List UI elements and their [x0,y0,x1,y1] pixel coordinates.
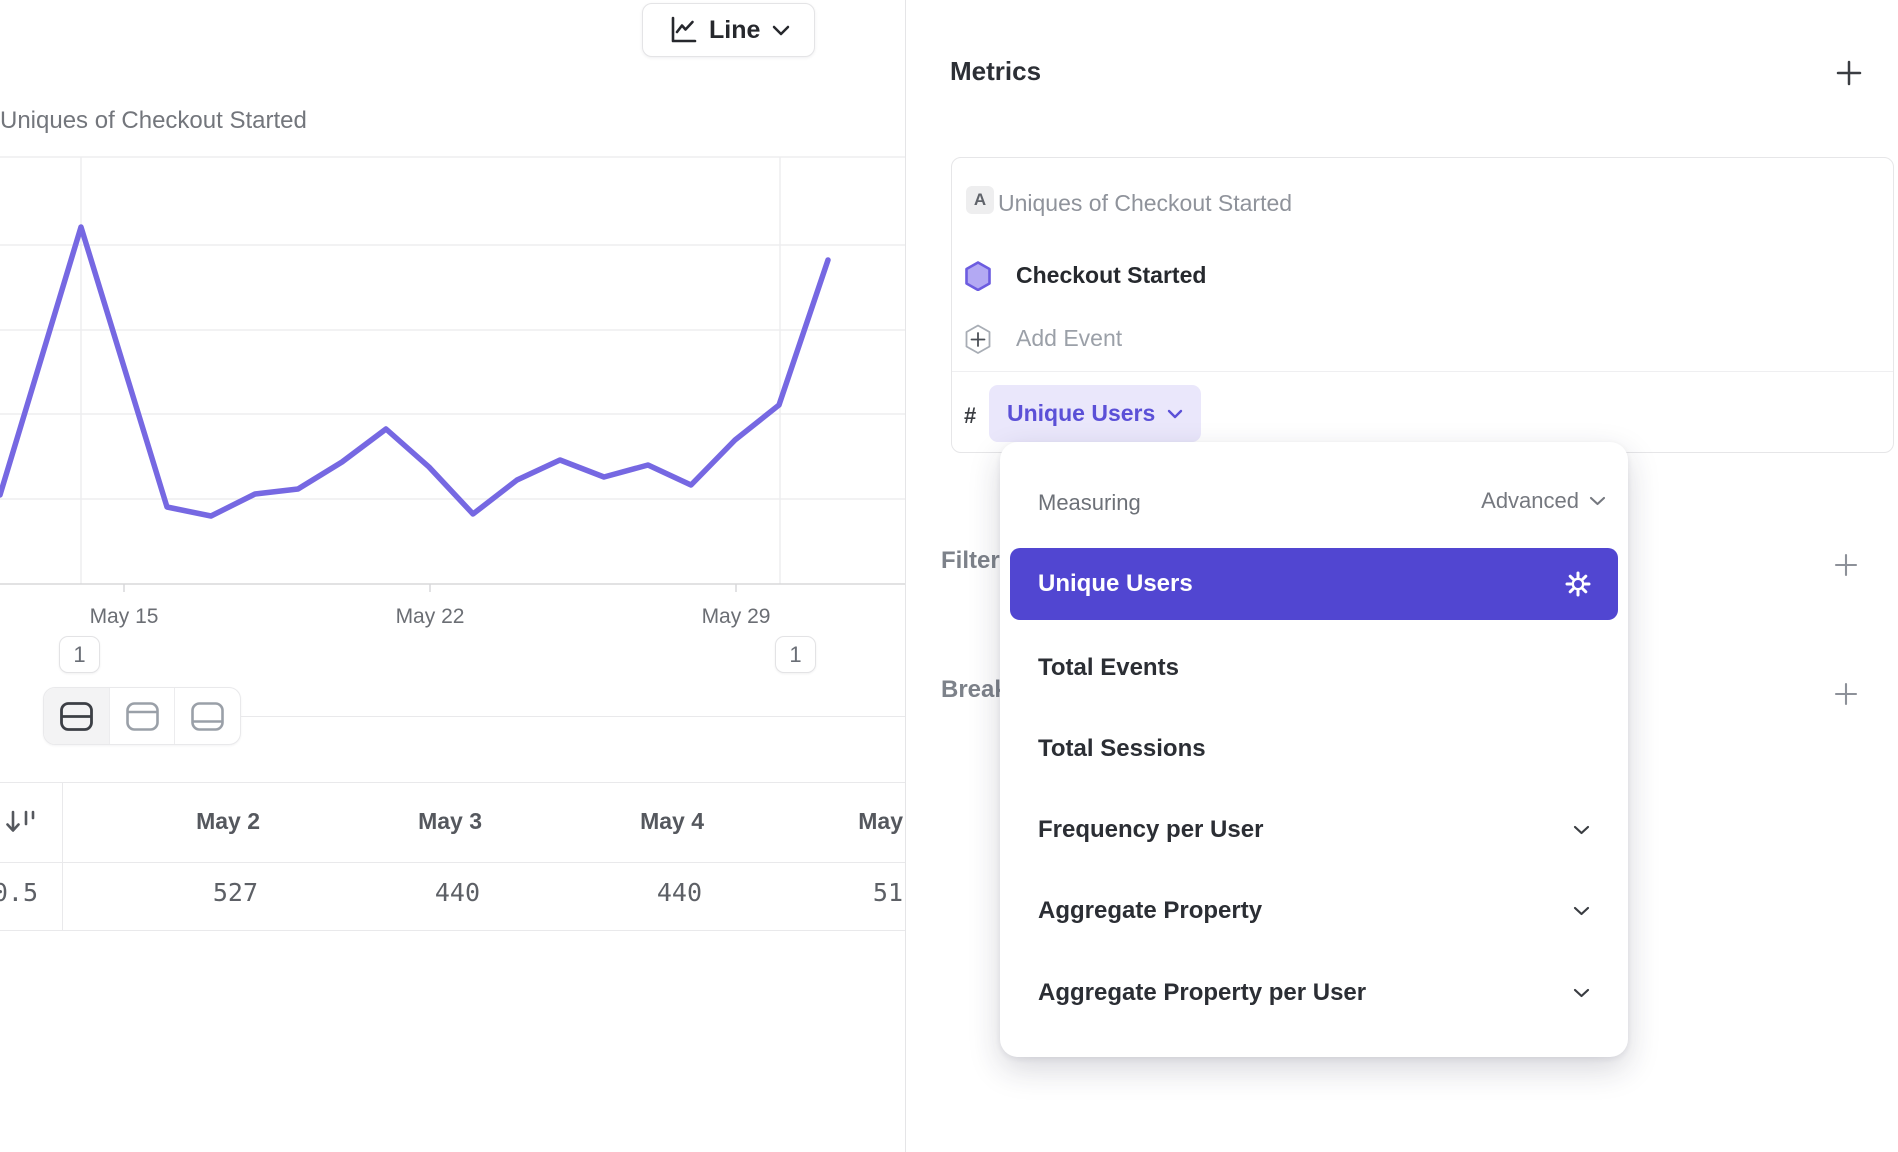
dropdown-item-label: Total Sessions [1038,735,1206,762]
dropdown-item-label: Unique Users [1038,570,1193,597]
table-frozen-cell: 0.5 [0,878,38,907]
table-header-cell[interactable]: May 2 [196,808,260,834]
metric-card-title: Uniques of Checkout Started [998,190,1293,216]
plus-icon [1834,553,1858,577]
plus-icon [1834,682,1858,706]
dropdown-item-frequency-per-user[interactable]: Frequency per User [1010,794,1618,866]
advanced-mode-button[interactable]: Advanced [1481,488,1606,514]
dropdown-item-aggregate-property-per-user[interactable]: Aggregate Property per User [1010,957,1618,1029]
x-tick-label: May 22 [396,605,465,628]
table-header-border [0,862,905,863]
line-chart-icon [667,15,697,45]
dropdown-item-label: Aggregate Property [1038,897,1263,924]
metric-letter-badge: A [966,186,994,214]
measure-chip-button[interactable]: Unique Users [989,385,1202,442]
dropdown-item-unique-users[interactable]: Unique Users [1010,548,1618,620]
dropdown-item-total-events[interactable]: Total Events [1010,632,1618,704]
measure-chip-label: Unique Users [1007,400,1156,426]
add-metric-button[interactable] [1834,58,1864,88]
dropdown-item-label: Frequency per User [1038,816,1264,843]
dropdown-item-aggregate-property[interactable]: Aggregate Property [1010,875,1618,947]
add-event-button[interactable]: Add Event [1016,325,1123,351]
table-column-separator [62,782,63,930]
x-tick-label: May 29 [702,605,771,628]
add-breakdown-button[interactable] [1832,680,1860,708]
table-cell: 527 [212,878,258,907]
table-cell: 440 [434,878,480,907]
add-filter-button[interactable] [1832,551,1860,579]
measuring-dropdown: Measuring Advanced Unique Users [1000,442,1628,1057]
chevron-down-icon [1573,906,1590,916]
line-chart: May 15 May 22 May 29 [0,156,906,628]
chart-type-label: Line [709,15,761,44]
layout-panel-bottom-button[interactable] [174,688,240,744]
event-hexagon-icon [963,260,993,291]
event-name[interactable]: Checkout Started [1016,262,1207,288]
plus-icon [1836,60,1862,86]
chart-type-selector[interactable]: Line [642,3,816,57]
panel-top-icon [124,700,161,733]
metrics-panel-title: Metrics [950,56,1042,86]
table-cell: 51 [872,878,903,907]
add-event-icon [963,323,993,354]
chevron-down-icon [1589,496,1606,506]
table-cell: 440 [656,878,702,907]
metric-card: A Uniques of Checkout Started Checkout S… [951,157,1894,453]
chevron-down-icon [1573,988,1590,998]
advanced-mode-label: Advanced [1481,488,1579,513]
layout-panel-top-button[interactable] [108,688,175,744]
sort-descending-icon[interactable] [2,804,38,840]
measure-prefix: # [964,403,977,428]
dropdown-item-total-sessions[interactable]: Total Sessions [1010,713,1618,785]
dropdown-item-label: Aggregate Property per User [1038,979,1367,1006]
table-header-cell[interactable]: May 4 [640,808,704,834]
section-divider [241,716,905,717]
series-line [0,224,831,519]
x-tick-label: May 15 [90,605,159,628]
dropdown-item-label: Total Events [1038,654,1179,681]
layout-toggle-group [43,687,241,745]
table-header-cell[interactable]: May 3 [418,808,482,834]
table-top-border [0,782,905,783]
chart-page-button-right[interactable]: 1 [775,636,816,673]
gear-icon[interactable] [1564,570,1592,598]
panel-divider [905,0,906,1152]
split-horizontal-icon [58,700,95,733]
chevron-down-icon [772,25,790,36]
layout-split-horizontal-button[interactable] [44,688,109,744]
table-header-cell[interactable]: May [858,808,903,834]
chart-title: Uniques of Checkout Started [0,107,307,134]
panel-bottom-icon [189,700,226,733]
table-row-border [0,930,905,931]
chevron-down-icon [1167,409,1183,419]
measuring-header-label: Measuring [1038,490,1141,515]
chart-page-button-left[interactable]: 1 [59,636,100,673]
card-divider [952,371,1893,372]
chevron-down-icon [1573,825,1590,835]
